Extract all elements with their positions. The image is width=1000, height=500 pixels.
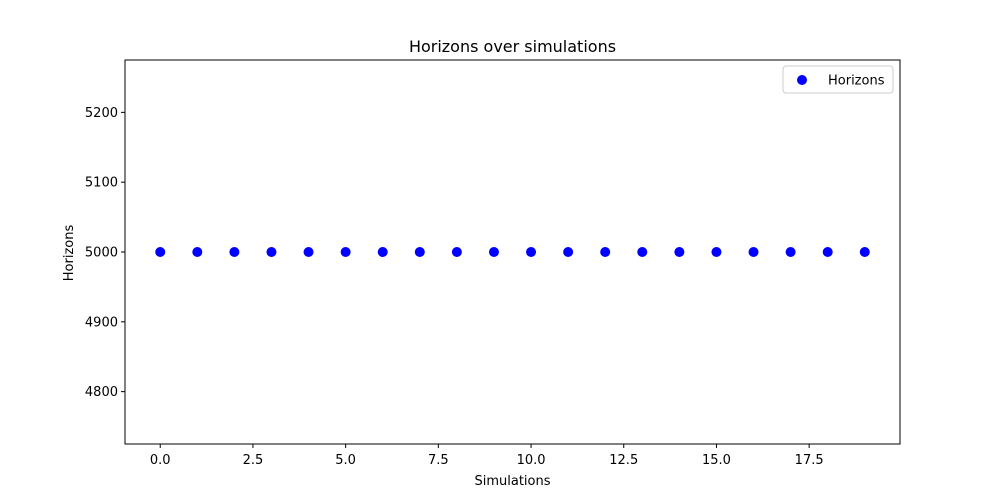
x-tick-label: 7.5 [428, 453, 449, 468]
x-axis: 0.0 2.5 5.0 7.5 10.0 12.5 15.0 17.5 [150, 444, 824, 468]
x-axis-label: Simulations [474, 474, 550, 489]
data-point [563, 247, 574, 257]
y-axis: 4800 4900 5000 5100 5200 [85, 106, 125, 400]
x-tick-label: 5.0 [335, 453, 356, 468]
x-tick-label: 15.0 [702, 453, 731, 468]
data-point [822, 247, 833, 257]
data-point [451, 247, 462, 257]
data-point [859, 247, 870, 257]
data-point [303, 247, 314, 257]
series-horizons [155, 247, 870, 257]
x-tick-label: 17.5 [795, 453, 824, 468]
legend: Horizons [782, 65, 894, 94]
data-point [414, 247, 425, 257]
data-point [488, 247, 499, 257]
chart-title: Horizons over simulations [409, 37, 616, 56]
data-point [229, 247, 240, 257]
x-tick-label: 2.5 [243, 453, 264, 468]
x-tick-label: 0.0 [150, 453, 171, 468]
data-point [785, 247, 796, 257]
x-tick-label: 12.5 [609, 453, 638, 468]
data-point [637, 247, 648, 257]
data-point [600, 247, 611, 257]
y-tick-label: 5200 [85, 106, 118, 121]
legend-marker-horizons [797, 75, 807, 85]
data-point [340, 247, 351, 257]
y-tick-label: 4800 [85, 385, 118, 400]
data-point [711, 247, 722, 257]
legend-label-horizons: Horizons [828, 74, 885, 89]
legend-box [782, 65, 894, 94]
data-point [674, 247, 685, 257]
x-tick-label: 10.0 [517, 453, 546, 468]
data-point [748, 247, 759, 257]
data-point [526, 247, 537, 257]
data-point [266, 247, 277, 257]
y-axis-label: Horizons [62, 225, 77, 282]
data-point [155, 247, 166, 257]
data-point [377, 247, 388, 257]
y-tick-label: 4900 [85, 315, 118, 330]
y-tick-label: 5100 [85, 176, 118, 191]
y-tick-label: 5000 [85, 246, 118, 261]
plot-area [124, 59, 901, 445]
data-point [192, 247, 203, 257]
